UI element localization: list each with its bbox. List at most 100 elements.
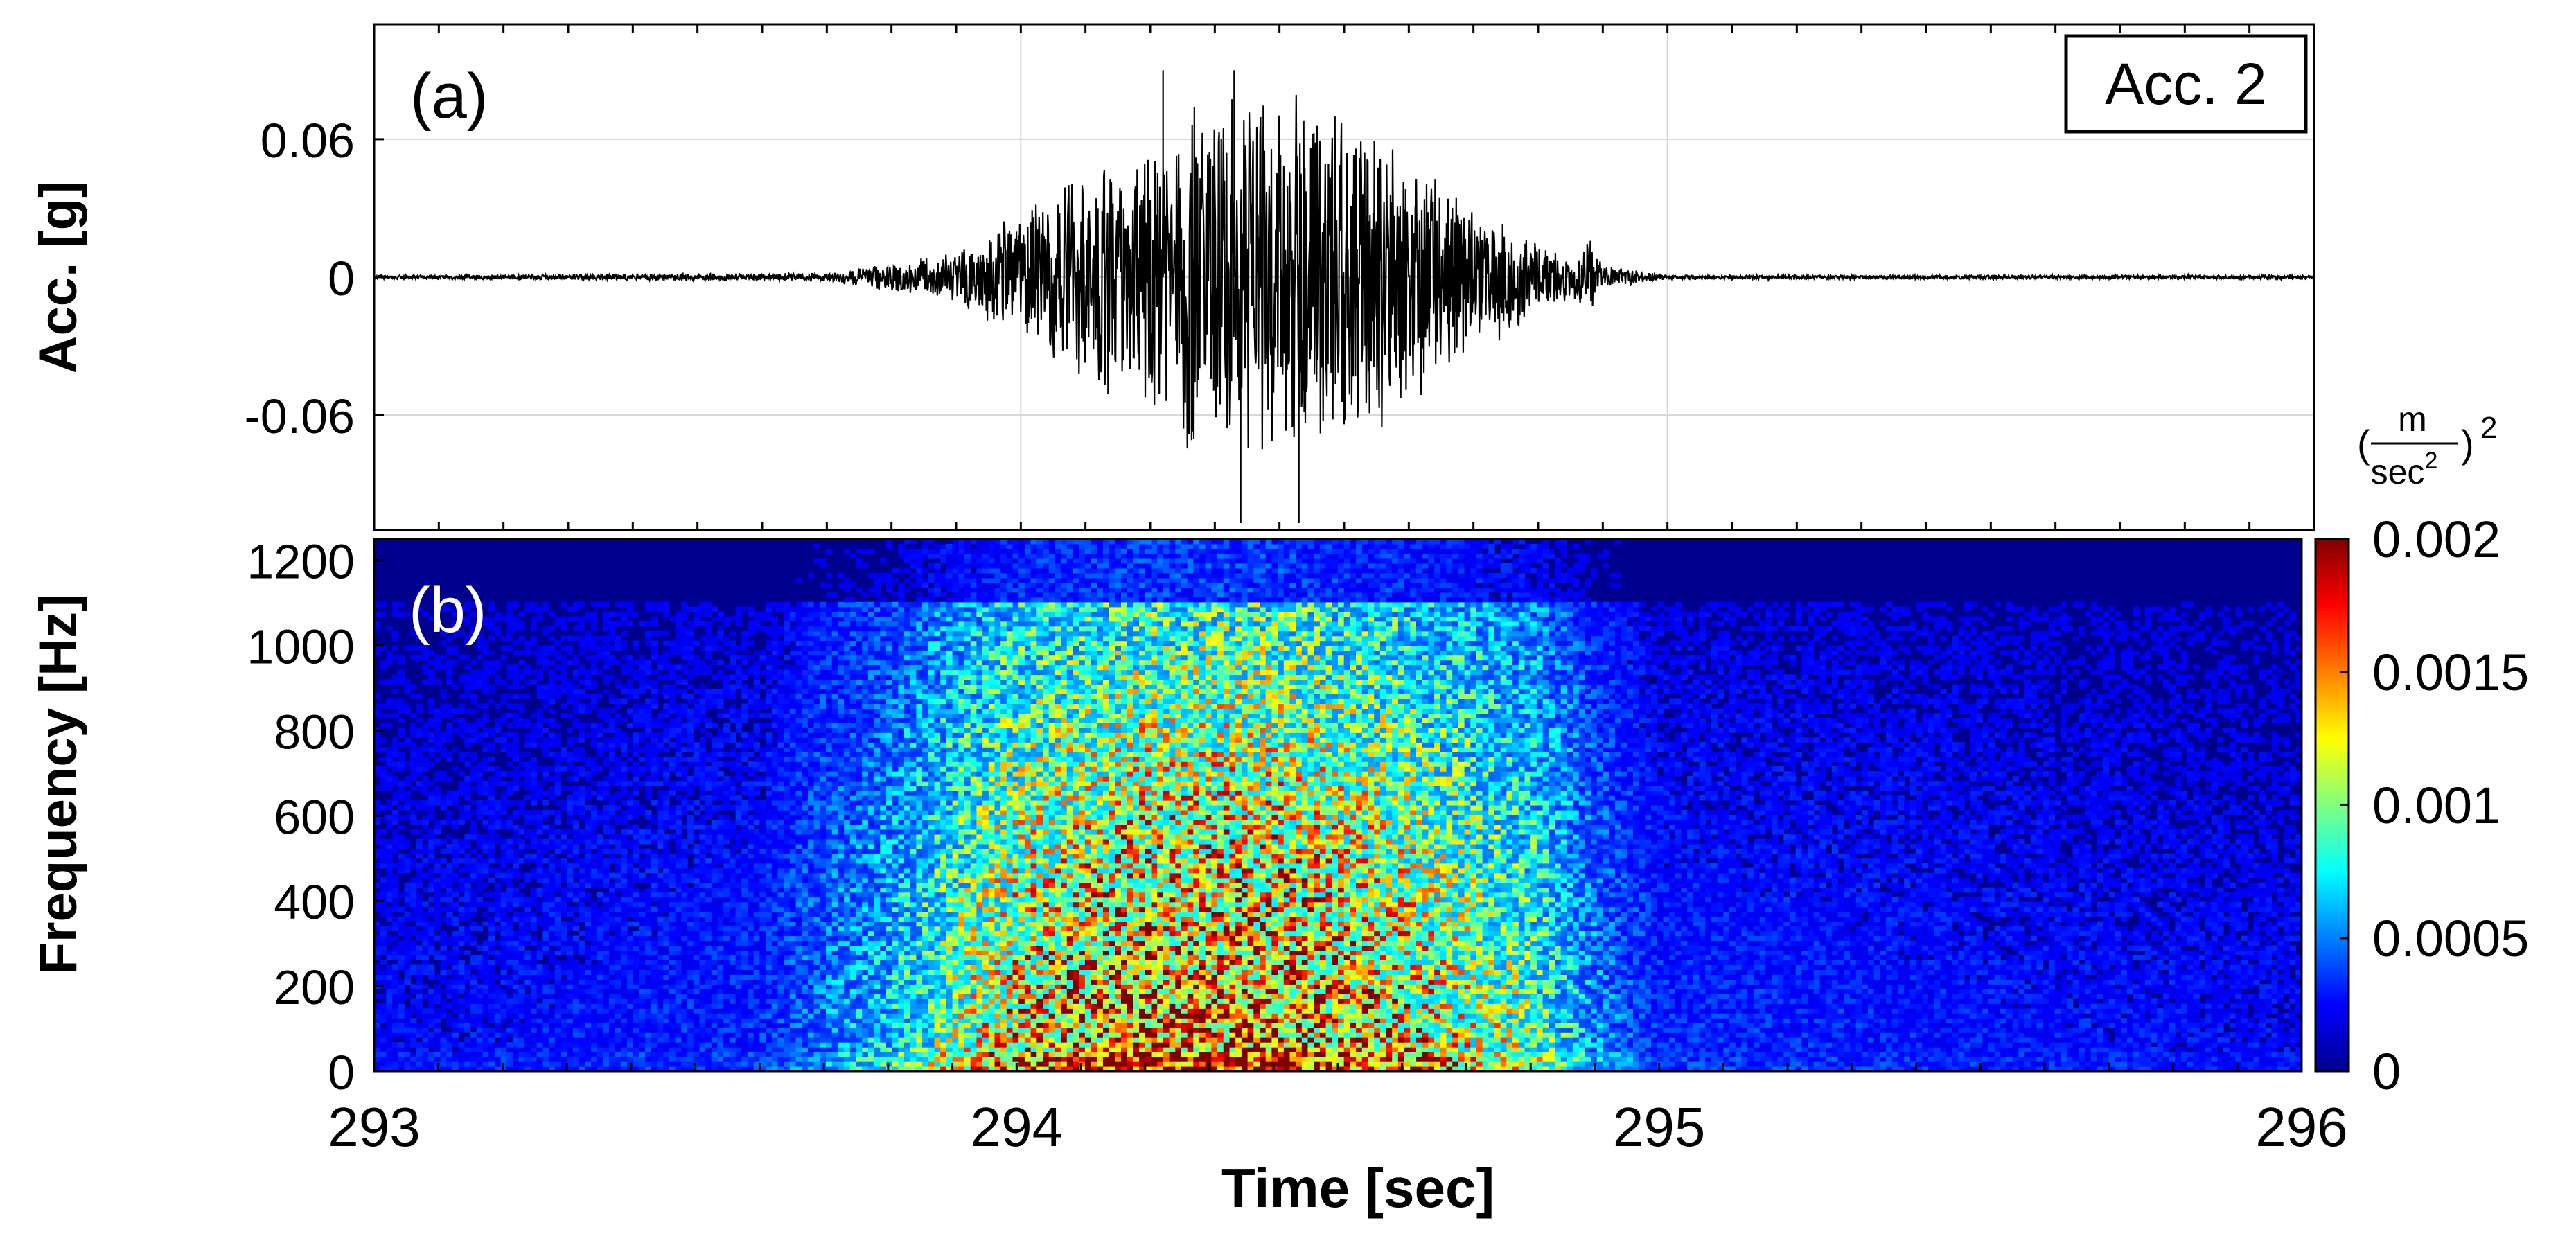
spectrogram-cell xyxy=(531,1061,537,1067)
spectrogram-cell xyxy=(609,771,615,777)
spectrogram-cell xyxy=(549,936,555,942)
spectrogram-cell xyxy=(723,834,730,840)
spectrogram-cell xyxy=(615,713,621,718)
spectrogram-cell xyxy=(712,946,718,951)
spectrogram-cell xyxy=(585,1032,591,1038)
spectrogram-cell xyxy=(748,941,754,946)
spectrogram-cell xyxy=(441,1061,447,1067)
spectrogram-cell xyxy=(669,805,676,811)
spectrogram-cell xyxy=(380,936,387,942)
spectrogram-cell xyxy=(392,878,398,883)
spectrogram-cell xyxy=(676,1008,682,1014)
spectrogram-cell xyxy=(712,1037,718,1043)
spectrogram-cell xyxy=(537,902,543,908)
spectrogram-cell xyxy=(591,680,597,685)
spectrogram-cell xyxy=(712,607,718,612)
spectrogram-cell xyxy=(483,1003,489,1009)
spectrogram-cell xyxy=(585,998,591,1004)
spectrogram-cell xyxy=(392,602,398,608)
spectrogram-cell xyxy=(488,665,495,671)
spectrogram-cell xyxy=(669,685,676,690)
spectrogram-cell xyxy=(483,800,489,806)
spectrogram-cell xyxy=(759,713,766,718)
spectrogram-cell xyxy=(392,936,398,942)
spectrogram-cell xyxy=(452,969,459,975)
spectrogram-cell xyxy=(410,955,416,960)
spectrogram-cell xyxy=(712,776,718,782)
spectrogram-cell xyxy=(651,912,658,917)
spectrogram-cell xyxy=(748,612,754,617)
spectrogram-cell xyxy=(736,728,742,733)
spectrogram-cell xyxy=(621,854,627,859)
spectrogram-cell xyxy=(452,951,459,956)
spectrogram-cell xyxy=(537,655,543,661)
spectrogram-cell xyxy=(591,761,597,767)
spectrogram-cell xyxy=(579,602,585,608)
spectrogram-cell xyxy=(603,1061,609,1067)
spectrogram-cell xyxy=(741,694,748,699)
spectrogram-cell xyxy=(621,922,627,927)
spectrogram-cell xyxy=(651,907,658,912)
spectrogram-cell xyxy=(561,897,567,903)
spectrogram-cell xyxy=(766,1003,772,1009)
spectrogram-cell xyxy=(542,742,549,748)
spectrogram-cell xyxy=(754,1013,760,1019)
spectrogram-cell xyxy=(741,1008,748,1014)
spectrogram-cell xyxy=(524,646,531,651)
spectrogram-cell xyxy=(687,820,694,825)
spectrogram-cell xyxy=(501,810,507,815)
spectrogram-cell xyxy=(495,907,501,912)
spectrogram-cell xyxy=(736,766,742,772)
spectrogram-cell xyxy=(392,979,398,985)
spectrogram-cell xyxy=(651,960,658,965)
spectrogram-cell xyxy=(741,703,748,709)
spectrogram-cell xyxy=(658,907,664,912)
spectrogram-cell xyxy=(506,820,513,825)
spectrogram-cell xyxy=(549,1023,555,1028)
spectrogram-cell xyxy=(759,732,766,738)
spectrogram-cell xyxy=(561,655,567,661)
spectrogram-cell xyxy=(676,1032,682,1038)
spectrogram-cell xyxy=(591,825,597,830)
spectrogram-cell xyxy=(645,998,651,1004)
spectrogram-cell xyxy=(741,1032,748,1038)
spectrogram-cell xyxy=(380,660,387,666)
spectrogram-cell xyxy=(495,1052,501,1057)
spectrogram-cell xyxy=(470,863,477,869)
spectrogram-cell xyxy=(392,810,398,815)
spectrogram-cell xyxy=(428,1052,434,1057)
spectrogram-cell xyxy=(730,781,736,786)
spectrogram-cell xyxy=(434,974,441,980)
spectrogram-cell xyxy=(694,897,700,903)
spectrogram-cell xyxy=(663,951,669,956)
spectrogram-cell xyxy=(423,791,429,796)
spectrogram-cell xyxy=(573,607,579,612)
spectrogram-cell xyxy=(741,1023,748,1028)
spectrogram-cell xyxy=(441,873,447,879)
spectrogram-cell xyxy=(446,723,452,728)
spectrogram-cell xyxy=(524,878,531,883)
spectrogram-cell xyxy=(603,742,609,748)
spectrogram-cell xyxy=(705,825,712,830)
spectrogram-cell xyxy=(748,771,754,777)
spectrogram-cell xyxy=(459,926,465,932)
spectrogram-cell xyxy=(416,1028,423,1033)
spectrogram-cell xyxy=(537,766,543,772)
spectrogram-cell xyxy=(555,651,561,656)
spectrogram-cell xyxy=(380,1018,387,1023)
spectrogram-cell xyxy=(531,984,537,989)
spectrogram-cell xyxy=(483,994,489,999)
spectrogram-cell xyxy=(423,858,429,864)
spectrogram-cell xyxy=(645,713,651,718)
spectrogram-cell xyxy=(663,732,669,738)
spectrogram-cell xyxy=(591,1008,597,1014)
spectrogram-cell xyxy=(459,771,465,777)
spectrogram-cell xyxy=(609,718,615,723)
spectrogram-cell xyxy=(573,844,579,849)
spectrogram-cell xyxy=(723,815,730,820)
spectrogram-cell xyxy=(567,698,573,704)
spectrogram-cell xyxy=(567,1047,573,1052)
spectrogram-cell xyxy=(772,926,778,932)
spectrogram-cell xyxy=(766,752,772,757)
spectrogram-cell xyxy=(736,917,742,922)
